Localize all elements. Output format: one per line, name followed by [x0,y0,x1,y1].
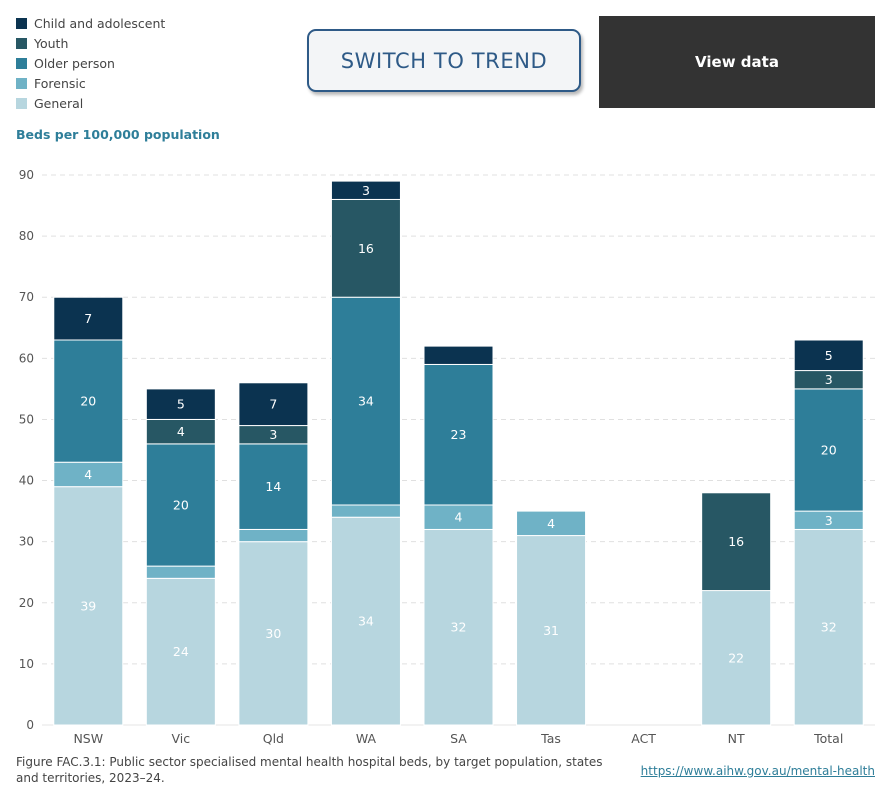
x-tick-label: Qld [263,731,284,746]
bar-segment [516,510,587,537]
bar-segment [145,565,216,579]
x-tick-label: Total [813,731,843,746]
y-axis-title: Beds per 100,000 population [16,127,220,142]
bar-segment [701,492,772,592]
x-tick-label: NT [728,731,745,746]
legend-item-forensic[interactable]: Forensic [16,73,165,93]
data-label: 3 [825,513,833,528]
legend-item-older-person[interactable]: Older person [16,53,165,73]
data-label: 32 [821,620,837,635]
bar-segment [238,443,309,530]
y-tick-label: 60 [19,351,34,365]
legend-item-general[interactable]: General [16,93,165,113]
data-label: 23 [451,427,467,442]
legend-label: General [34,95,84,111]
view-data-button[interactable]: View data [599,16,875,108]
bar-segment [793,339,864,372]
legend-label: Child and adolescent [34,15,166,31]
bar-segment [330,516,401,726]
bar-segment [145,577,216,726]
bar-segment [145,418,216,445]
bar-segment [516,535,587,726]
bar-chart: 0 10 20 30 40 50 60 70 80 90 39 4 20 7 NSW 24 20 4 5 Vic 30 1… [19,168,875,746]
figure-caption: Figure FAC.3.1: Public sector specialise… [16,755,603,785]
data-label: 22 [728,650,744,665]
bar-segment [330,296,401,506]
data-label: 3 [269,427,277,442]
bar-segment [793,388,864,512]
y-tick-label: 0 [26,718,34,732]
data-label: 3 [825,372,833,387]
bar-segment [423,528,494,726]
y-tick-label: 50 [19,412,34,426]
data-label: 5 [177,397,185,412]
data-label: 20 [80,394,96,409]
bar-segment [145,388,216,420]
legend-swatch [16,57,27,69]
bar-segment [423,345,494,365]
data-label: 20 [821,443,837,458]
y-tick-label: 20 [19,596,34,610]
data-label: 5 [825,348,833,363]
data-label: 24 [173,644,189,659]
x-tick-label: Tas [540,731,561,746]
data-label: 7 [84,311,92,326]
data-label: 32 [451,620,467,635]
bar-segment [238,528,309,543]
data-label: 34 [358,614,374,629]
legend-label: Older person [34,55,115,71]
bar-segment [238,382,309,427]
data-label: 16 [728,534,744,549]
y-tick-label: 10 [19,657,34,671]
data-label: 3 [362,183,370,198]
bar-segment [330,180,401,200]
x-tick-label: NSW [73,731,103,746]
x-tick-label: Vic [172,731,191,746]
bar-segment [238,541,309,726]
legend-item-youth[interactable]: Youth [16,33,165,53]
bar-segment [53,339,124,463]
legend-swatch [16,17,27,29]
data-label: 16 [358,241,374,256]
y-tick-label: 90 [19,168,34,182]
data-label: 7 [269,397,277,412]
legend-label: Forensic [34,75,86,91]
x-tick-label: ACT [631,731,656,746]
legend-swatch [16,77,27,89]
bar-segment [701,590,772,726]
switch-to-trend-button[interactable]: SWITCH TO TREND [307,29,581,92]
bar-segment [423,504,494,530]
bar-segment [330,198,401,298]
y-tick-label: 70 [19,290,34,304]
data-label: 4 [177,424,185,439]
x-tick-label: WA [356,731,377,746]
y-tick-label: 40 [19,474,34,488]
data-label: 31 [543,623,559,638]
data-label: 20 [173,498,189,513]
data-label: 4 [455,510,463,525]
y-tick-label: 30 [19,535,34,549]
y-tick-label: 80 [19,229,34,243]
bar-segment [330,504,401,518]
legend-item-child-adolescent[interactable]: Child and adolescent [16,13,165,33]
bar-segment [145,443,216,567]
legend: Child and adolescent Youth Older person … [16,13,165,113]
bar-segment [793,528,864,726]
source-link[interactable]: https://www.aihw.gov.au/mental-health [640,764,875,778]
legend-swatch [16,97,27,109]
data-label: 30 [265,626,281,641]
x-tick-label: SA [450,731,467,746]
data-label: 34 [358,394,374,409]
legend-label: Youth [34,35,69,51]
data-label: 4 [547,516,555,531]
data-label: 4 [84,467,92,482]
legend-swatch [16,37,27,49]
bar-segment [423,363,494,506]
bar-segment [53,296,124,341]
data-label: 14 [265,479,281,494]
data-label: 39 [80,598,96,613]
